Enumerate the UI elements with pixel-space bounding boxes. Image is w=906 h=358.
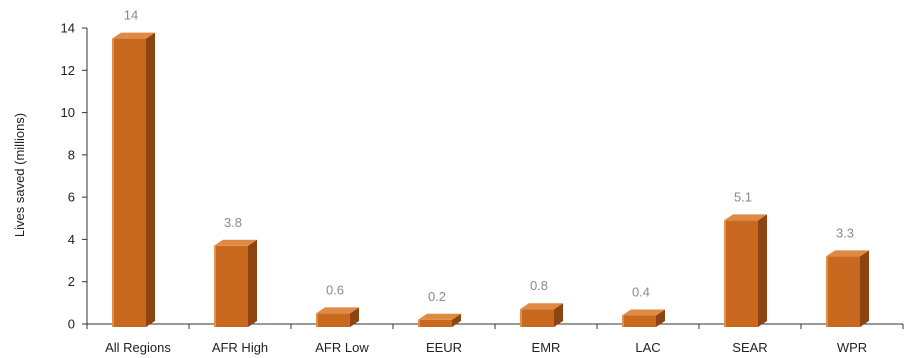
bar-front bbox=[214, 246, 248, 327]
y-tick-label: 2 bbox=[68, 274, 75, 289]
bar-front bbox=[316, 313, 350, 327]
x-tick-label: AFR Low bbox=[315, 340, 369, 355]
bar-front bbox=[520, 309, 554, 327]
bar-edge bbox=[826, 256, 828, 327]
x-tick-label: LAC bbox=[635, 340, 660, 355]
x-ticks: All Regions AFR High AFR Low EEUR EMR LAC SEAR… bbox=[87, 324, 903, 355]
x-tick-label: All Regions bbox=[105, 340, 171, 355]
data-label: 0.2 bbox=[428, 289, 446, 304]
bar bbox=[214, 240, 257, 327]
bar-edge bbox=[520, 309, 522, 327]
bar bbox=[418, 314, 461, 327]
data-label: 14 bbox=[124, 8, 138, 23]
x-axis: All Regions AFR High AFR Low EEUR EMR LAC SEAR… bbox=[87, 324, 903, 355]
bar-edge bbox=[622, 316, 624, 327]
bar bbox=[112, 33, 155, 327]
bar bbox=[724, 214, 767, 327]
bar-side bbox=[860, 250, 869, 327]
y-tick-label: 6 bbox=[68, 190, 75, 205]
bar bbox=[520, 303, 563, 327]
y-axis: 0 2 4 6 8 10 12 14 bbox=[61, 21, 87, 332]
bar-edge bbox=[112, 39, 114, 327]
x-tick-label: SEAR bbox=[732, 340, 767, 355]
bar-edge bbox=[418, 320, 420, 327]
data-label: 0.8 bbox=[530, 278, 548, 293]
y-tick-label: 8 bbox=[68, 147, 75, 162]
bar bbox=[622, 310, 665, 327]
data-label: 0.4 bbox=[632, 285, 650, 300]
bars bbox=[112, 33, 869, 327]
y-tick-label: 10 bbox=[61, 105, 75, 120]
bar-front bbox=[724, 220, 758, 327]
bar-front bbox=[826, 256, 860, 327]
bar-side bbox=[758, 214, 767, 327]
bar-front bbox=[418, 320, 452, 327]
bar-front bbox=[622, 316, 656, 327]
bar bbox=[826, 250, 869, 327]
bar-front bbox=[112, 39, 146, 327]
bar-edge bbox=[316, 313, 318, 327]
y-axis-title: Lives saved (millions) bbox=[12, 113, 27, 237]
y-tick-label: 14 bbox=[61, 21, 75, 36]
data-label: 0.6 bbox=[326, 282, 344, 297]
y-tick-label: 4 bbox=[68, 232, 75, 247]
x-tick-label: EEUR bbox=[426, 340, 462, 355]
y-ticks: 0 2 4 6 8 10 12 14 bbox=[61, 21, 87, 332]
bar-edge bbox=[724, 220, 726, 327]
bar-side bbox=[248, 240, 257, 327]
bar-edge bbox=[214, 246, 216, 327]
data-label: 3.8 bbox=[224, 215, 242, 230]
y-tick-label: 12 bbox=[61, 63, 75, 78]
data-label: 3.3 bbox=[836, 225, 854, 240]
x-tick-label: WPR bbox=[837, 340, 867, 355]
x-tick-label: AFR High bbox=[212, 340, 268, 355]
y-tick-label: 0 bbox=[68, 317, 75, 332]
x-tick-label: EMR bbox=[532, 340, 561, 355]
bar-side bbox=[146, 33, 155, 327]
bar bbox=[316, 307, 359, 327]
data-label: 5.1 bbox=[734, 189, 752, 204]
